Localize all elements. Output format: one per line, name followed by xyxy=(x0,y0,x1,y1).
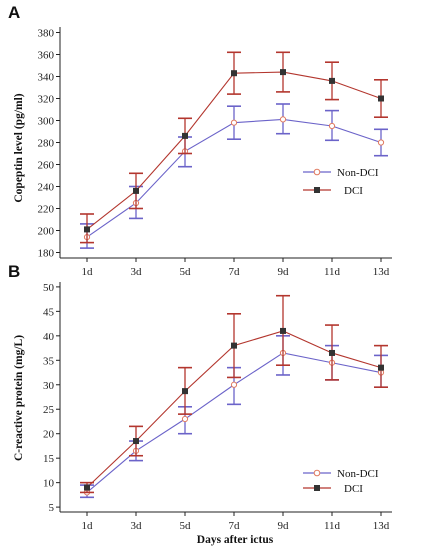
plot-area-b xyxy=(59,282,392,513)
x-tick-label-a: 7d xyxy=(229,266,241,278)
panel-label-a: A xyxy=(8,3,20,22)
y-tick-label-a: 180 xyxy=(38,248,55,260)
data-point-dci-a xyxy=(329,77,335,84)
y-tick-label-b: 50 xyxy=(43,282,55,294)
plot-area-a xyxy=(59,27,392,259)
y-tick-label-b: 25 xyxy=(43,404,55,416)
legend-a: Non-DCI DCI xyxy=(303,167,379,197)
data-point-dci-a xyxy=(280,69,286,76)
chart-b: B C-reactive protein (mg/L) Days after i… xyxy=(8,262,392,546)
data-point-nondci-a xyxy=(377,139,385,146)
x-tick-label-b: 9d xyxy=(278,520,290,532)
legend-marker-nondci-b xyxy=(313,469,321,477)
data-point-dci-a xyxy=(182,132,188,139)
y-tick-label-a: 300 xyxy=(38,116,55,128)
y-tick-label-b: 5 xyxy=(49,502,55,514)
x-tick-label-b: 11d xyxy=(324,520,341,532)
legend-label-nondci-b: Non-DCI xyxy=(337,468,379,480)
y-tick-label-b: 35 xyxy=(43,355,55,367)
x-tick-label-b: 5d xyxy=(180,520,192,532)
data-point-dci-b xyxy=(84,484,90,491)
data-point-dci-b xyxy=(329,349,335,356)
data-point-nondci-a xyxy=(328,122,336,130)
x-ticks-a: 1d 3d 5d 7d 9d 11d 13d xyxy=(82,258,390,278)
data-point-nondci-a xyxy=(230,119,238,126)
x-tick-label-b: 7d xyxy=(229,520,241,532)
data-point-nondci-b xyxy=(230,381,238,388)
legend-label-dci-b: DCI xyxy=(344,483,363,495)
data-point-nondci-a xyxy=(279,116,287,123)
data-point-dci-a xyxy=(378,95,384,102)
y-tick-label-a: 280 xyxy=(38,138,55,150)
data-point-dci-b xyxy=(280,327,286,334)
y-ticks-b: 5 10 15 20 25 30 35 40 45 50 xyxy=(43,282,60,514)
chart-a: A Copeptin level (pg/ml) 180 200 220 240 260… xyxy=(8,3,392,278)
y-tick-label-b: 40 xyxy=(43,331,55,343)
data-point-dci-b xyxy=(378,364,384,371)
data-point-nondci-b xyxy=(181,415,189,423)
y-tick-label-a: 200 xyxy=(38,226,55,238)
data-point-dci-a xyxy=(231,70,237,77)
legend-b: Non-DCI DCI xyxy=(303,468,379,495)
x-tick-label-a: 1d xyxy=(82,266,94,278)
y-tick-label-a: 380 xyxy=(38,28,55,40)
y-tick-label-a: 220 xyxy=(38,204,55,216)
x-tick-label-a: 5d xyxy=(180,266,192,278)
data-point-dci-b xyxy=(133,438,139,445)
panel-label-b: B xyxy=(8,262,20,281)
legend-label-dci-a: DCI xyxy=(344,185,363,197)
y-tick-label-b: 20 xyxy=(43,429,55,441)
data-point-dci-b xyxy=(231,342,237,349)
legend-marker-dci-b xyxy=(314,485,320,491)
x-ticks-b: 1d 3d 5d 7d 9d 11d 13d xyxy=(82,512,390,532)
x-tick-label-b: 3d xyxy=(131,520,143,532)
y-ticks-a: 180 200 220 240 260 280 300 320 340 360 380 xyxy=(38,28,60,260)
data-point-dci-a xyxy=(84,226,90,233)
x-tick-label-a: 11d xyxy=(324,266,341,278)
y-tick-label-b: 45 xyxy=(43,306,55,318)
y-tick-label-a: 340 xyxy=(38,72,55,84)
y-tick-label-b: 30 xyxy=(43,380,55,392)
legend-marker-dci-a xyxy=(314,187,320,193)
data-point-dci-b xyxy=(182,388,188,395)
y-tick-label-a: 260 xyxy=(38,160,55,172)
x-tick-label-b: 1d xyxy=(82,520,94,532)
x-axis-label-b: Days after ictus xyxy=(197,534,274,546)
x-tick-label-a: 13d xyxy=(373,266,390,278)
y-tick-label-a: 320 xyxy=(38,94,55,106)
data-point-dci-a xyxy=(133,187,139,194)
legend-label-nondci-a: Non-DCI xyxy=(337,167,379,179)
y-tick-label-b: 10 xyxy=(43,478,55,490)
y-tick-label-a: 240 xyxy=(38,182,55,194)
y-tick-label-b: 15 xyxy=(43,453,55,465)
legend-marker-nondci-a xyxy=(313,168,321,176)
y-axis-label-b: C-reactive protein (mg/L) xyxy=(13,335,25,461)
x-tick-label-a: 3d xyxy=(131,266,143,278)
y-axis-label-a: Copeptin level (pg/ml) xyxy=(13,93,25,202)
x-tick-label-a: 9d xyxy=(278,266,290,278)
x-tick-label-b: 13d xyxy=(373,520,390,532)
y-tick-label-a: 360 xyxy=(38,50,55,62)
